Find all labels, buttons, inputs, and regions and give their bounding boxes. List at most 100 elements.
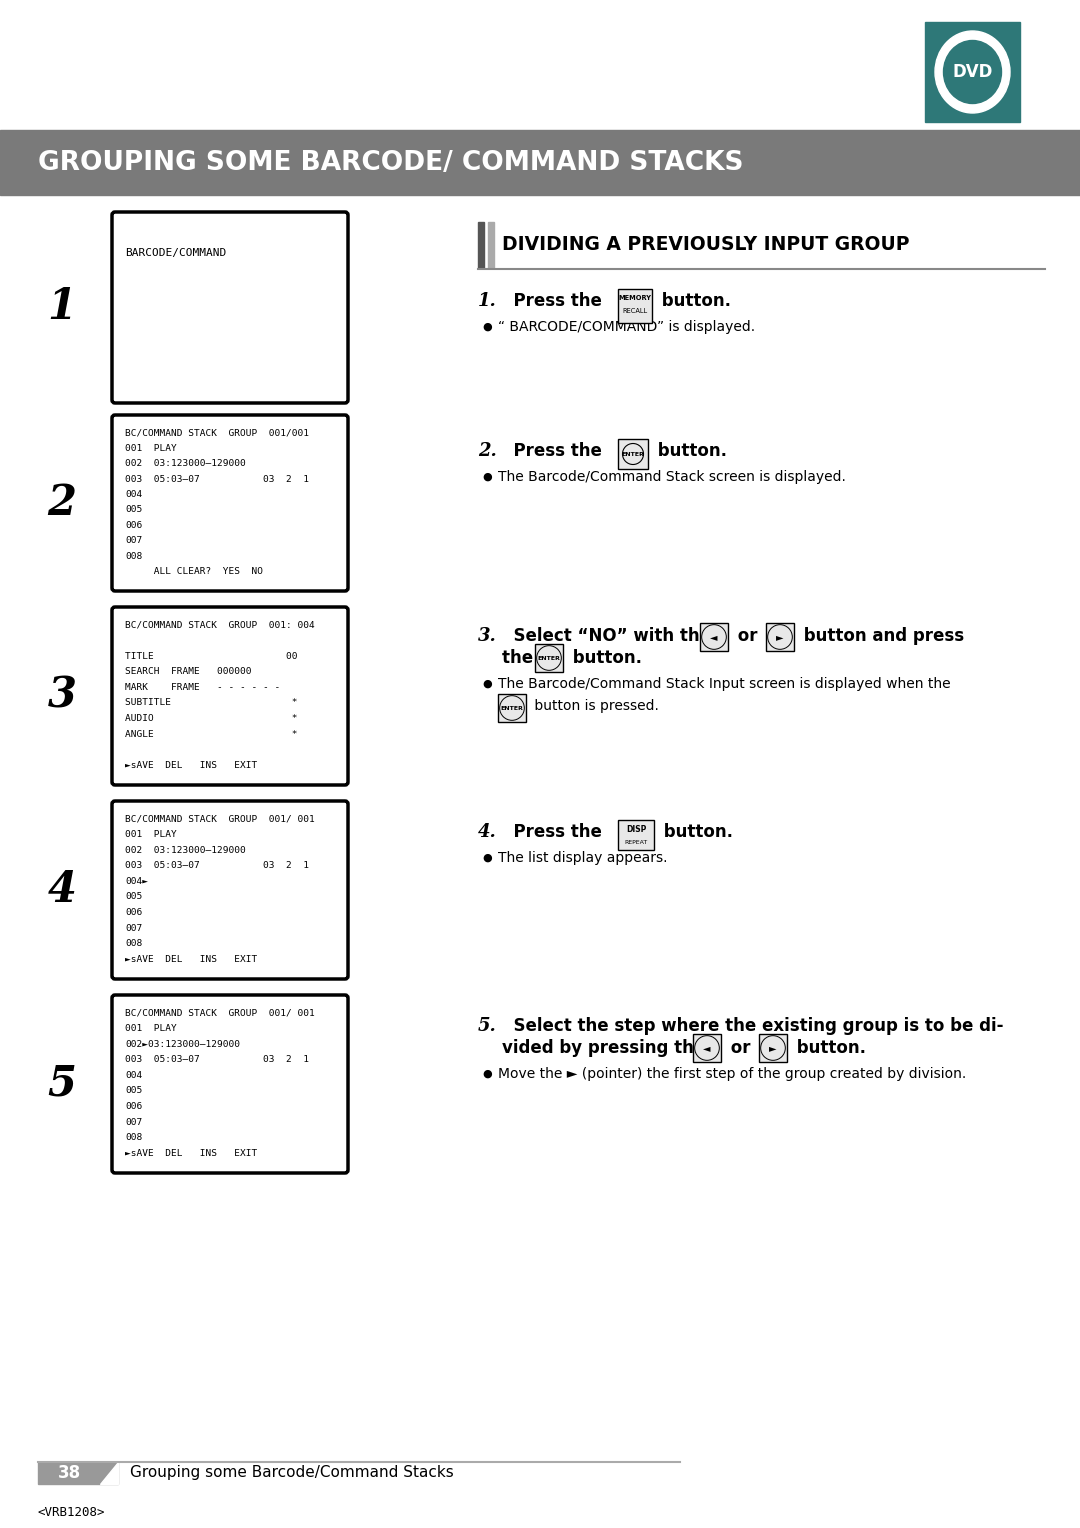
Text: DVD: DVD [953, 63, 993, 81]
Text: Grouping some Barcode/Command Stacks: Grouping some Barcode/Command Stacks [130, 1465, 454, 1481]
Text: 007: 007 [125, 1117, 143, 1126]
Text: 005: 005 [125, 506, 143, 515]
Ellipse shape [500, 695, 524, 720]
Text: Select “NO” with the: Select “NO” with the [502, 626, 717, 645]
Text: 006: 006 [125, 1102, 143, 1111]
Bar [498, 694, 526, 723]
Ellipse shape [768, 625, 793, 649]
Polygon shape [100, 1462, 118, 1484]
Text: ENTER: ENTER [500, 706, 524, 711]
Text: 006: 006 [125, 521, 143, 530]
Text: button.: button. [567, 649, 642, 668]
Text: ►sAVE  DEL   INS   EXIT: ►sAVE DEL INS EXIT [125, 955, 257, 964]
Text: BC/COMMAND STACK  GROUP  001/ 001: BC/COMMAND STACK GROUP 001/ 001 [125, 1008, 314, 1018]
Text: 1: 1 [48, 286, 77, 329]
Text: button.: button. [658, 824, 733, 840]
Text: or: or [732, 626, 764, 645]
Text: 5.: 5. [478, 1018, 497, 1034]
Text: MEMORY: MEMORY [619, 295, 651, 301]
Ellipse shape [702, 625, 727, 649]
Text: SEARCH  FRAME   000000: SEARCH FRAME 000000 [125, 668, 252, 675]
FancyBboxPatch shape [112, 607, 348, 785]
Text: 008: 008 [125, 940, 143, 949]
Ellipse shape [944, 41, 1001, 104]
Text: 004: 004 [125, 490, 143, 500]
Bar [766, 623, 794, 651]
Text: 004: 004 [125, 1071, 143, 1080]
Text: TITLE                       00: TITLE 00 [125, 651, 297, 660]
Text: 5: 5 [48, 1063, 77, 1105]
Text: The list display appears.: The list display appears. [498, 851, 667, 865]
Bar [759, 1034, 787, 1062]
Text: GROUPING SOME BARCODE/ COMMAND STACKS: GROUPING SOME BARCODE/ COMMAND STACKS [38, 150, 743, 176]
Text: 2.: 2. [478, 442, 497, 460]
Text: 3: 3 [48, 675, 77, 717]
Text: 007: 007 [125, 923, 143, 932]
Text: ●: ● [482, 322, 491, 332]
Text: 001  PLAY: 001 PLAY [125, 830, 177, 839]
Text: vided by pressing the: vided by pressing the [502, 1039, 711, 1057]
Text: ALL CLEAR?  YES  NO: ALL CLEAR? YES NO [125, 567, 264, 576]
Bar [700, 623, 728, 651]
Text: ●: ● [482, 853, 491, 863]
Text: Press the: Press the [502, 442, 608, 460]
Text: 007: 007 [125, 536, 143, 545]
Text: ►: ► [769, 1044, 777, 1053]
Text: REPEAT: REPEAT [624, 839, 648, 845]
Text: ◄: ◄ [711, 633, 718, 642]
Text: 001  PLAY: 001 PLAY [125, 443, 177, 452]
Text: button.: button. [652, 442, 727, 460]
Ellipse shape [622, 443, 644, 465]
FancyBboxPatch shape [112, 995, 348, 1174]
Text: 008: 008 [125, 1134, 143, 1141]
Bar [693, 1034, 721, 1062]
Text: RECALL: RECALL [622, 309, 648, 313]
Bar [618, 821, 654, 850]
Text: “ BARCODE/COMMAND” is displayed.: “ BARCODE/COMMAND” is displayed. [498, 319, 755, 335]
Text: 4: 4 [48, 869, 77, 911]
Bar [924, 21, 1020, 122]
Text: 005: 005 [125, 1086, 143, 1096]
Text: button.: button. [791, 1039, 866, 1057]
Text: ●: ● [482, 472, 491, 481]
Text: 3.: 3. [478, 626, 497, 645]
Text: DIVIDING A PREVIOUSLY INPUT GROUP: DIVIDING A PREVIOUSLY INPUT GROUP [502, 235, 909, 255]
Text: The Barcode/Command Stack Input screen is displayed when the: The Barcode/Command Stack Input screen i… [498, 677, 950, 691]
Bar [618, 439, 648, 469]
Text: 005: 005 [125, 892, 143, 902]
Text: 006: 006 [125, 908, 143, 917]
FancyBboxPatch shape [112, 212, 348, 403]
Bar [38, 1462, 118, 1484]
Text: button is pressed.: button is pressed. [530, 698, 659, 714]
Text: button and press: button and press [798, 626, 964, 645]
Text: the: the [502, 649, 539, 668]
Text: ENTER: ENTER [622, 451, 645, 457]
Text: 001  PLAY: 001 PLAY [125, 1024, 177, 1033]
Text: <VRB1208>: <VRB1208> [38, 1505, 106, 1519]
Text: ●: ● [482, 678, 491, 689]
Text: 008: 008 [125, 552, 143, 561]
Text: 4.: 4. [478, 824, 497, 840]
Text: ●: ● [482, 1070, 491, 1079]
Text: DISP: DISP [625, 825, 646, 834]
Text: MARK    FRAME   - - - - - -: MARK FRAME - - - - - - [125, 683, 280, 692]
Text: 003  05:03–07           03  2  1: 003 05:03–07 03 2 1 [125, 862, 309, 869]
FancyBboxPatch shape [112, 801, 348, 979]
Text: 002  03:123000–129000: 002 03:123000–129000 [125, 845, 246, 854]
Ellipse shape [935, 31, 1010, 113]
Bar [535, 643, 563, 672]
Text: SUBTITLE                     *: SUBTITLE * [125, 698, 297, 707]
Text: Select the step where the existing group is to be di-: Select the step where the existing group… [502, 1018, 1003, 1034]
Bar [0, 130, 1080, 196]
Text: Press the: Press the [502, 824, 608, 840]
Text: ◄: ◄ [703, 1044, 711, 1053]
Text: Move the ► (pointer) the first step of the group created by division.: Move the ► (pointer) the first step of t… [498, 1067, 967, 1080]
Text: 2: 2 [48, 481, 77, 524]
Bar [488, 222, 494, 267]
Text: button.: button. [656, 292, 731, 310]
Text: AUDIO                        *: AUDIO * [125, 714, 297, 723]
Text: BC/COMMAND STACK  GROUP  001: 004: BC/COMMAND STACK GROUP 001: 004 [125, 620, 314, 630]
Text: 003  05:03–07           03  2  1: 003 05:03–07 03 2 1 [125, 1056, 309, 1063]
Text: 38: 38 [57, 1464, 81, 1482]
Text: ENTER: ENTER [538, 656, 561, 660]
